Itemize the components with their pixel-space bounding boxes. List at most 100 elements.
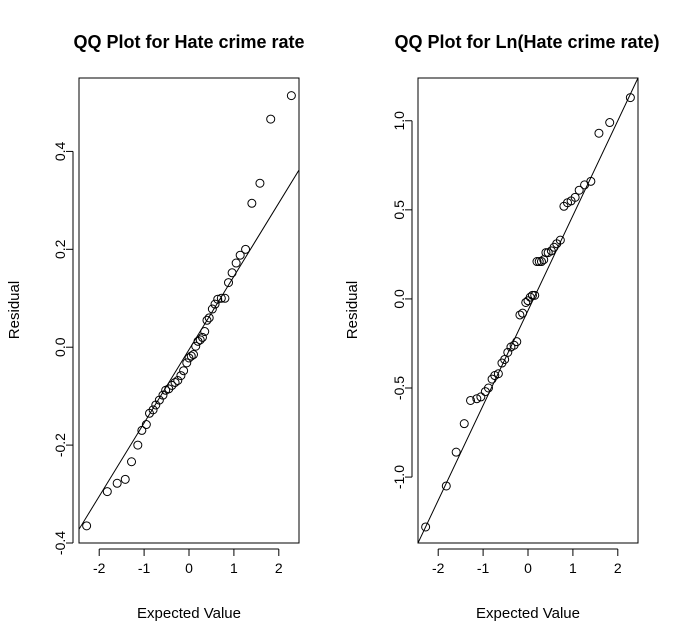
data-point bbox=[570, 192, 580, 202]
data-point bbox=[158, 390, 168, 400]
data-point bbox=[555, 235, 565, 245]
data-point bbox=[530, 290, 540, 300]
data-point bbox=[195, 335, 205, 345]
x-tick-label: 1 bbox=[569, 560, 577, 576]
y-tick-label: 0.4 bbox=[52, 141, 68, 161]
x-tick-label: 0 bbox=[185, 560, 193, 576]
data-point bbox=[541, 248, 551, 258]
data-point bbox=[459, 419, 469, 429]
y-tick-label: -0.2 bbox=[52, 433, 68, 457]
data-point bbox=[586, 176, 596, 186]
data-point bbox=[197, 332, 207, 342]
reference-line bbox=[418, 78, 638, 543]
data-point bbox=[102, 487, 112, 497]
y-axis-label: Residual bbox=[6, 281, 23, 339]
data-point bbox=[220, 293, 230, 303]
data-point bbox=[148, 405, 158, 415]
data-point bbox=[164, 384, 174, 394]
data-point bbox=[241, 244, 251, 254]
data-point bbox=[518, 308, 528, 318]
y-tick-label: 0.0 bbox=[391, 289, 407, 309]
data-point bbox=[213, 294, 223, 304]
data-point bbox=[574, 185, 584, 195]
data-point bbox=[421, 522, 431, 532]
data-point bbox=[227, 268, 237, 278]
x-tick-label: -1 bbox=[138, 560, 151, 576]
data-point bbox=[466, 395, 476, 405]
data-point bbox=[202, 315, 212, 325]
y-tick-label: -1.0 bbox=[391, 465, 407, 489]
chart-title: QQ Plot for Ln(Hate crime rate) bbox=[394, 32, 659, 52]
chart-title: QQ Plot for Hate crime rate bbox=[73, 32, 304, 52]
data-point bbox=[170, 377, 180, 387]
data-point bbox=[493, 369, 503, 379]
x-tick-label: 0 bbox=[524, 560, 532, 576]
data-point bbox=[182, 358, 192, 368]
x-axis-label: Expected Value bbox=[476, 605, 580, 622]
data-point bbox=[210, 299, 220, 309]
y-tick-label: 0.2 bbox=[52, 239, 68, 259]
data-point bbox=[605, 118, 615, 128]
data-point bbox=[179, 366, 189, 376]
data-point bbox=[536, 257, 546, 267]
data-point bbox=[441, 481, 451, 491]
plot-area: -2 -1 0 1 2 -1.0 -0.5 0.0 0.5 1.0 bbox=[391, 77, 639, 576]
y-tick-label: -0.4 bbox=[52, 531, 68, 555]
data-point bbox=[188, 350, 198, 360]
data-point bbox=[534, 257, 544, 267]
data-point bbox=[200, 327, 210, 337]
data-point bbox=[112, 478, 122, 488]
data-point bbox=[176, 371, 186, 381]
x-tick-label: 2 bbox=[275, 560, 283, 576]
data-point bbox=[167, 380, 177, 390]
data-point bbox=[286, 91, 296, 101]
x-tick-label: -2 bbox=[432, 560, 445, 576]
reference-line bbox=[79, 169, 299, 530]
data-point bbox=[594, 128, 604, 138]
y-tick-label: 0.0 bbox=[52, 337, 68, 357]
data-point bbox=[120, 474, 130, 484]
data-point bbox=[266, 114, 276, 124]
x-tick-label: 2 bbox=[614, 560, 622, 576]
data-point bbox=[186, 351, 196, 361]
data-point bbox=[173, 375, 183, 385]
data-point bbox=[184, 353, 194, 363]
y-tick-label: -0.5 bbox=[391, 376, 407, 400]
qq-plot-ln-hate-crime-rate: QQ Plot for Ln(Hate crime rate) Expected… bbox=[344, 32, 660, 622]
data-point bbox=[451, 447, 461, 457]
data-point bbox=[224, 278, 234, 288]
x-tick-label: -1 bbox=[477, 560, 490, 576]
data-point bbox=[235, 250, 245, 260]
data-point bbox=[521, 297, 531, 307]
y-tick-label: 1.0 bbox=[391, 111, 407, 131]
data-point bbox=[527, 290, 537, 300]
plot-area: -2 -1 0 1 2 -0.4 -0.2 0.0 0.2 0.4 bbox=[52, 77, 300, 576]
y-axis-label: Residual bbox=[344, 281, 361, 339]
data-point bbox=[515, 310, 525, 320]
data-point bbox=[255, 178, 265, 188]
x-axis-label: Expected Value bbox=[137, 605, 241, 622]
data-point bbox=[133, 440, 143, 450]
data-point bbox=[127, 457, 137, 467]
data-point bbox=[532, 257, 542, 267]
data-point bbox=[137, 425, 147, 435]
x-tick-label: -2 bbox=[93, 560, 106, 576]
y-tick-label: 0.5 bbox=[391, 200, 407, 220]
data-point bbox=[512, 337, 522, 347]
data-point bbox=[141, 420, 151, 430]
x-tick-label: 1 bbox=[230, 560, 238, 576]
data-point bbox=[207, 304, 217, 314]
data-point bbox=[472, 394, 482, 404]
data-point bbox=[625, 93, 635, 103]
data-point bbox=[503, 347, 513, 357]
data-point bbox=[216, 293, 226, 303]
data-point bbox=[191, 341, 201, 351]
data-point bbox=[525, 292, 535, 302]
data-point bbox=[483, 383, 493, 393]
data-point bbox=[204, 313, 214, 323]
plot-frame bbox=[78, 77, 300, 544]
qq-plot-hate-crime-rate: QQ Plot for Hate crime rate Expected Val… bbox=[6, 32, 305, 622]
data-point bbox=[476, 392, 486, 402]
plot-frame bbox=[417, 77, 639, 544]
